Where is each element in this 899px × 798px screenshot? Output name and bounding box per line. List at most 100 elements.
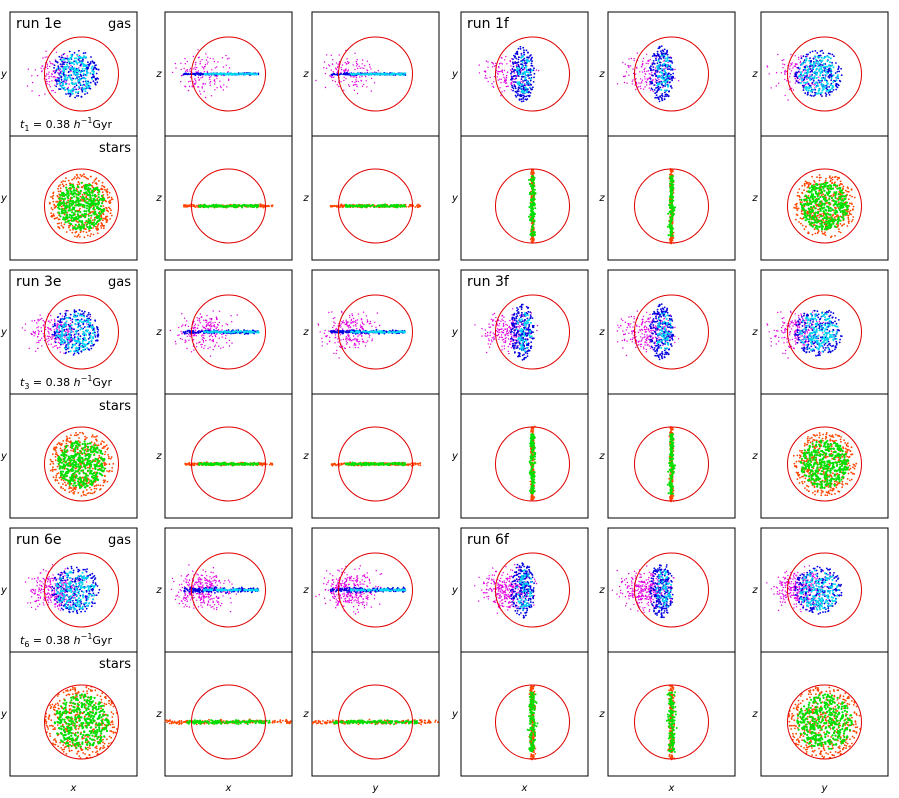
gas-panel: [607, 269, 736, 395]
stars-panel: [607, 651, 736, 777]
stars-new-particles: [332, 719, 419, 726]
stars-new-particles: [344, 461, 407, 467]
gas-panel: [9, 269, 138, 395]
gas-cold-particles: [349, 587, 407, 592]
gas-label: gas: [108, 533, 131, 548]
virial-radius-circle: [495, 168, 570, 244]
time-label-h: h: [74, 376, 81, 389]
virial-radius-circle: [191, 552, 266, 628]
virial-radius-circle: [495, 294, 570, 370]
stars-panel: [607, 393, 736, 519]
virial-radius-circle: [787, 168, 862, 244]
gas-cold-particles: [656, 54, 672, 92]
time-label-unit: Gyr: [92, 376, 112, 389]
stars-panel: [9, 135, 138, 261]
stars-new-particles: [799, 181, 850, 231]
panel-xlabel: y: [821, 783, 829, 794]
gas-panel: [607, 11, 736, 137]
panel-frame: [164, 135, 293, 261]
virial-radius-circle: [634, 426, 709, 502]
virial-radius-circle: [787, 684, 862, 760]
panel-frame: [460, 393, 589, 519]
panel-xlabel: x: [668, 783, 675, 794]
stars-new-particles: [526, 691, 539, 753]
panel-ylabel: y: [0, 69, 8, 80]
panel-ylabel: z: [302, 451, 309, 462]
virial-radius-circle: [338, 684, 413, 760]
panel-xlabel: y: [372, 783, 380, 794]
panel-frame: [164, 651, 293, 777]
run-label: run 3f: [467, 274, 510, 290]
panel-ylabel: z: [155, 709, 162, 720]
panel-ylabel: y: [0, 193, 8, 204]
stars-panel: [311, 135, 440, 261]
time-label-unit: Gyr: [92, 118, 112, 131]
stars-panel: [164, 135, 293, 261]
virial-radius-circle: [787, 36, 862, 112]
panel-xlabel: x: [521, 783, 528, 794]
panel-frame: [760, 269, 889, 395]
gas-dense-particles: [53, 49, 100, 99]
panel-frame: [760, 11, 889, 137]
panel-ylabel: z: [302, 327, 309, 338]
stars-label: stars: [99, 657, 131, 672]
gas-panel: [760, 269, 889, 395]
gas-cold-particles: [55, 312, 96, 353]
gas-cold-particles: [515, 312, 533, 353]
gas-cold-particles: [515, 54, 534, 94]
panel-ylabel: z: [598, 451, 605, 462]
panel-ylabel: y: [0, 327, 8, 338]
panel-ylabel: y: [451, 709, 459, 720]
stars-new-particles: [57, 440, 106, 489]
virial-radius-circle: [338, 36, 413, 112]
gas-panel: [9, 11, 138, 137]
stars-label: stars: [99, 399, 131, 414]
time-label-sub: 1: [24, 124, 29, 133]
virial-radius-circle: [44, 168, 119, 244]
gas-panel: [760, 527, 889, 653]
time-label-h: h: [74, 118, 81, 131]
gas-cold-particles: [349, 72, 407, 77]
time-label-t: t: [20, 376, 25, 389]
stars-panel: [164, 651, 293, 777]
panel-ylabel: z: [598, 327, 605, 338]
stars-new-particles: [799, 439, 850, 489]
stars-panel: [9, 651, 138, 777]
panel-ylabel: z: [751, 69, 758, 80]
panel-ylabel: z: [598, 585, 605, 596]
gas-panel: [164, 11, 293, 137]
panel-ylabel: z: [155, 193, 162, 204]
panel-ylabel: z: [751, 451, 758, 462]
gas-cold-particles: [56, 53, 95, 95]
run-label: run 3e: [16, 274, 61, 290]
panel-ylabel: y: [0, 451, 8, 462]
virial-radius-circle: [495, 684, 570, 760]
time-label: t6 = 0.38 h−1Gyr: [20, 632, 112, 649]
gas-panel: [164, 269, 293, 395]
panel-ylabel: y: [451, 451, 459, 462]
panel-ylabel: z: [751, 193, 758, 204]
virial-radius-circle: [338, 426, 413, 502]
panel-ylabel: z: [302, 69, 309, 80]
virial-radius-circle: [787, 426, 862, 502]
time-label-exp: −1: [81, 632, 93, 641]
gas-cold-particles: [655, 570, 673, 608]
gas-cold-particles: [516, 569, 533, 611]
time-label: t3 = 0.38 h−1Gyr: [20, 374, 112, 391]
stars-new-particles: [197, 461, 260, 467]
stars-new-particles: [53, 693, 110, 750]
panel-ylabel: z: [155, 327, 162, 338]
stars-panel: [760, 135, 889, 261]
time-label-t: t: [20, 634, 25, 647]
panel-frame: [9, 651, 138, 777]
gas-panel: [311, 527, 440, 653]
gas-cold-particles: [349, 330, 406, 334]
gas-panel: [760, 11, 889, 137]
panel-ylabel: y: [451, 69, 459, 80]
panel-frame: [760, 651, 889, 777]
virial-radius-circle: [495, 36, 570, 112]
panel-frame: [460, 135, 589, 261]
gas-cold-particles: [799, 569, 840, 611]
stars-panel: [311, 393, 440, 519]
panel-xlabel: x: [225, 783, 232, 794]
